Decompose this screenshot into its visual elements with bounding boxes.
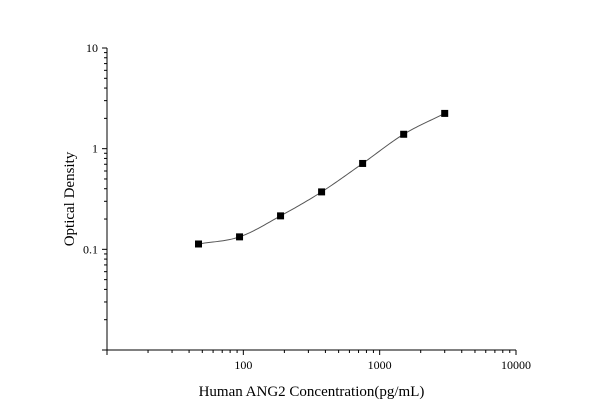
y-tick-label: 1 [92, 142, 98, 156]
data-point [400, 130, 408, 138]
y-tick-label: 0.1 [83, 242, 98, 256]
x-tick-label: 100 [234, 358, 252, 372]
data-points [195, 109, 449, 248]
data-point [318, 188, 326, 196]
x-tick-label: 10000 [501, 358, 531, 372]
y-axis-label: Optical Density [62, 151, 78, 246]
fitted-curve [198, 112, 445, 245]
axes [106, 48, 516, 351]
x-ticks: 100 1000 10000 [106, 350, 531, 372]
data-point [359, 159, 367, 167]
data-point [441, 109, 449, 117]
y-ticks: 0.1 1 10 [83, 41, 107, 351]
data-point [195, 240, 203, 248]
x-axis-label: Human ANG2 Concentration(pg/mL) [199, 384, 425, 400]
y-tick-label: 10 [86, 41, 98, 55]
data-point [277, 212, 285, 220]
data-point [236, 233, 244, 241]
x-tick-label: 1000 [368, 358, 392, 372]
